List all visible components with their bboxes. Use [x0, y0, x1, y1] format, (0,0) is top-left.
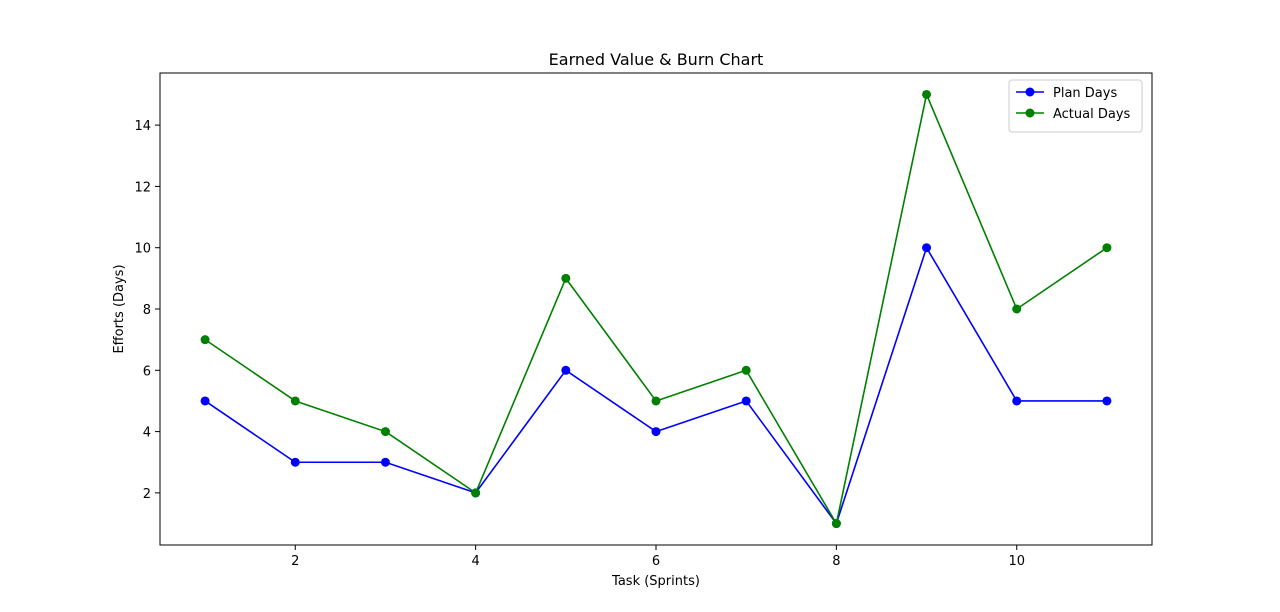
data-point-plan-days — [561, 365, 571, 375]
x-tick-label: 6 — [652, 554, 660, 569]
data-point-actual-days — [651, 396, 661, 406]
x-tick-label: 8 — [832, 554, 840, 569]
legend-marker-plan-days — [1025, 87, 1035, 97]
y-tick-label: 6 — [143, 364, 151, 379]
data-point-actual-days — [922, 89, 932, 99]
y-tick-label: 10 — [134, 242, 151, 257]
data-point-actual-days — [200, 335, 210, 345]
chart-title: Earned Value & Burn Chart — [549, 50, 764, 69]
legend-label-plan-days: Plan Days — [1053, 86, 1117, 101]
data-point-actual-days — [1102, 243, 1112, 253]
data-point-actual-days — [290, 396, 300, 406]
y-tick-label: 8 — [143, 303, 151, 318]
axes-frame — [159, 72, 1153, 546]
data-point-actual-days — [1012, 304, 1022, 314]
x-tick-label: 2 — [291, 554, 299, 569]
data-point-plan-days — [200, 396, 210, 406]
data-point-plan-days — [741, 396, 751, 406]
x-tick-label: 4 — [471, 554, 479, 569]
legend-box — [1008, 79, 1143, 133]
data-point-plan-days — [290, 457, 300, 467]
legend-marker-actual-days — [1025, 108, 1035, 118]
data-point-actual-days — [561, 273, 571, 283]
y-tick-label: 2 — [143, 487, 151, 502]
data-point-actual-days — [380, 427, 390, 437]
y-tick-label: 4 — [143, 426, 151, 441]
data-point-actual-days — [471, 488, 481, 498]
data-point-plan-days — [1012, 396, 1022, 406]
series-line-plan-days — [204, 246, 1107, 525]
data-point-actual-days — [831, 519, 841, 529]
plot-area: 2 4 6 8 10 2 4 6 8 10 12 14 — [134, 72, 1153, 569]
data-point-plan-days — [651, 427, 661, 437]
y-tick-label: 14 — [134, 119, 151, 134]
y-tick-label: 12 — [134, 180, 151, 195]
legend: Plan Days Actual Days — [1008, 79, 1143, 133]
series-line-actual-days — [204, 93, 1108, 525]
data-point-plan-days — [922, 243, 932, 253]
y-axis-title: Efforts (Days) — [112, 264, 127, 353]
data-point-plan-days — [1102, 396, 1112, 406]
x-tick-label: 10 — [1008, 554, 1025, 569]
x-axis-title: Task (Sprints) — [611, 574, 700, 589]
data-point-plan-days — [380, 457, 390, 467]
data-point-actual-days — [741, 365, 751, 375]
legend-label-actual-days: Actual Days — [1053, 107, 1131, 122]
